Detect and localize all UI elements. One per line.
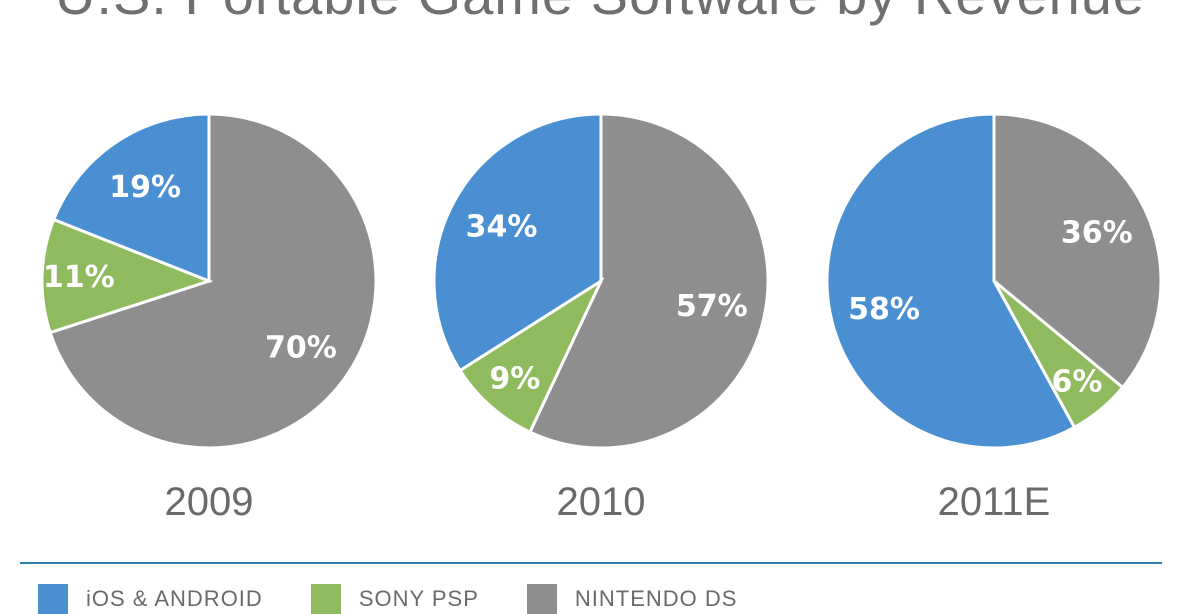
legend-swatch-nintendo-ds	[526, 584, 557, 614]
pie-slice-2011e-ios-android	[825, 112, 1077, 450]
pie-label-2009-ios-android: 19%	[109, 170, 181, 205]
legend-item-ios-android: iOS & ANDROID	[38, 584, 263, 614]
pie-slice-2009-ios-android	[51, 112, 211, 284]
pie-year-label-2009: 2009	[165, 480, 254, 524]
legend-label-ios-android: iOS & ANDROID	[86, 586, 263, 611]
pie-charts: 70% 11% 19% 2009 57% 9% 34% 2010 36% 6% 58% 2011E	[40, 112, 1163, 524]
legend-label-sony-psp: SONY PSP	[358, 586, 479, 611]
pie-label-2011e-ios-android: 58%	[848, 292, 920, 327]
legend-swatch-ios-android	[38, 584, 68, 614]
pie-slice-2010-nintendo-ds	[527, 112, 770, 450]
pie-slice-2011e-nintendo-ds	[992, 112, 1163, 390]
pie-label-2010-ios-android: 34%	[466, 209, 538, 244]
pie-year-label-2010: 2010	[557, 480, 646, 524]
legend: iOS & ANDROID SONY PSP NINTENDO DS	[38, 584, 785, 614]
pie-label-2010-sony-psp: 9%	[489, 362, 540, 397]
pie-label-2009-nintendo-ds: 70%	[265, 331, 337, 366]
pie-label-2011e-sony-psp: 6%	[1052, 364, 1103, 399]
pie-year-label-2011e: 2011E	[938, 480, 1051, 524]
legend-item-nintendo-ds: NINTENDO DS	[526, 584, 738, 614]
legend-item-sony-psp: SONY PSP	[310, 584, 479, 614]
pie-slice-2010-sony-psp	[457, 276, 605, 435]
pie-label-2009-sony-psp: 11%	[43, 260, 115, 295]
chart-title: U.S. Portable Game Software by Revenue	[0, 0, 1200, 27]
legend-swatch-sony-psp	[310, 584, 341, 614]
pie-slice-2009-sony-psp	[40, 217, 214, 335]
pie-label-2011e-nintendo-ds: 36%	[1061, 216, 1133, 251]
legend-divider	[20, 562, 1162, 564]
pie-slice-2010-ios-android	[432, 112, 603, 373]
pie-slice-2009-nintendo-ds	[48, 112, 378, 450]
pie-label-2010-nintendo-ds: 57%	[676, 289, 748, 324]
legend-label-nintendo-ds: NINTENDO DS	[574, 586, 738, 611]
